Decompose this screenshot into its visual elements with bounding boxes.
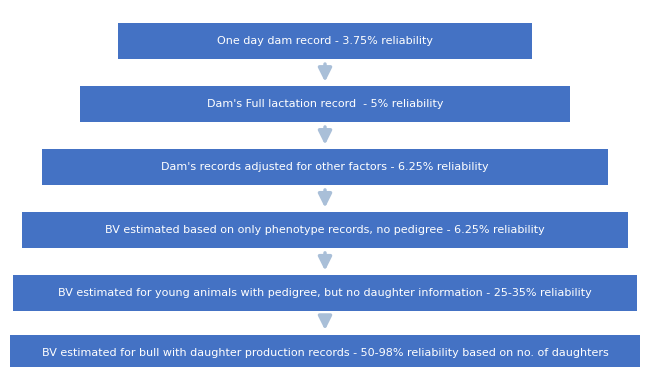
- FancyBboxPatch shape: [118, 23, 532, 59]
- FancyBboxPatch shape: [13, 275, 637, 311]
- FancyBboxPatch shape: [80, 86, 570, 122]
- Text: BV estimated for young animals with pedigree, but no daughter information - 25-3: BV estimated for young animals with pedi…: [58, 288, 592, 298]
- Text: One day dam record - 3.75% reliability: One day dam record - 3.75% reliability: [217, 36, 433, 47]
- Text: Dam's Full lactation record  - 5% reliability: Dam's Full lactation record - 5% reliabi…: [207, 99, 443, 109]
- FancyBboxPatch shape: [10, 335, 640, 367]
- FancyBboxPatch shape: [42, 149, 608, 185]
- Text: Dam's records adjusted for other factors - 6.25% reliability: Dam's records adjusted for other factors…: [161, 162, 489, 172]
- Text: BV estimated for bull with daughter production records - 50-98% reliability base: BV estimated for bull with daughter prod…: [42, 348, 608, 357]
- Text: BV estimated based on only phenotype records, no pedigree - 6.25% reliability: BV estimated based on only phenotype rec…: [105, 225, 545, 235]
- FancyBboxPatch shape: [22, 212, 627, 248]
